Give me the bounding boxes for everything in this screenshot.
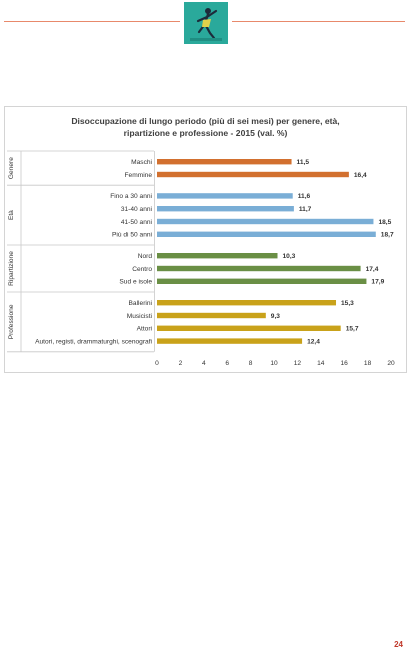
x-tick-label: 8 (249, 360, 253, 367)
value-label: 10,3 (283, 253, 296, 260)
x-tick-label: 14 (317, 360, 325, 367)
group-label: Età (8, 210, 15, 220)
category-label: Ballerini (129, 300, 153, 307)
bar-3-3 (157, 338, 303, 344)
category-label: Fino a 30 anni (110, 193, 152, 200)
category-label: Centro (132, 266, 152, 273)
value-label: 11,5 (297, 159, 310, 166)
category-label: Attori (137, 326, 153, 333)
bar-3-0 (157, 300, 337, 306)
x-tick-label: 6 (225, 360, 229, 367)
value-label: 9,3 (271, 313, 280, 320)
bar-2-0 (157, 253, 278, 259)
category-label: Autori, registi, drammaturghi, scenograf… (35, 338, 152, 345)
x-tick-label: 20 (387, 360, 395, 367)
value-label: 18,7 (381, 232, 394, 239)
category-label: Musicisti (127, 313, 153, 320)
bar-1-1 (157, 206, 294, 212)
bar-1-2 (157, 218, 374, 225)
header-rule-right (232, 21, 405, 22)
category-label: Nord (138, 253, 153, 260)
value-label: 15,7 (346, 326, 359, 333)
category-label: Più di 50 anni (112, 232, 152, 239)
value-label: 11,7 (299, 206, 312, 213)
category-label: Maschi (131, 159, 152, 166)
category-label: 41-50 anni (121, 219, 153, 226)
group-label: Ripartizione (8, 251, 15, 286)
bar-2-2 (157, 278, 367, 284)
bar-chart: Maschi 11,5 Femmine 16,4 Genere Fino a 30 ann… (7, 150, 395, 367)
value-label: 15,3 (341, 300, 354, 307)
category-label: Sud e isole (119, 279, 152, 286)
group-label: Genere (8, 157, 15, 179)
category-label: 31-40 anni (121, 206, 153, 213)
value-label: 18,5 (378, 219, 391, 226)
x-tick-label: 0 (155, 360, 159, 367)
chart-title-line2: ripartizione e professione - 2015 (val. … (123, 128, 288, 138)
x-tick-label: 10 (270, 360, 278, 367)
chart-title-line1: Disoccupazione di lungo periodo (più di … (71, 116, 340, 126)
bar-0-0 (157, 159, 292, 165)
x-tick-label: 12 (294, 360, 302, 367)
value-label: 17,9 (371, 279, 384, 286)
page-number: 24 (394, 640, 403, 649)
value-label: 11,6 (298, 193, 311, 200)
value-label: 16,4 (354, 172, 367, 179)
chart-title: Disoccupazione di lungo periodo (più di … (5, 115, 406, 139)
bar-2-1 (157, 265, 361, 272)
bar-3-2 (157, 325, 341, 331)
bar-1-3 (157, 231, 376, 237)
bar-3-1 (157, 312, 266, 319)
group-label: Professione (8, 304, 15, 339)
x-tick-label: 4 (202, 360, 206, 367)
category-label: Femmine (125, 172, 153, 179)
header-rule-left (4, 21, 180, 22)
bar-1-0 (157, 193, 293, 199)
x-tick-label: 2 (179, 360, 183, 367)
x-tick-label: 16 (341, 360, 349, 367)
chart-frame: Disoccupazione di lungo periodo (più di … (4, 106, 407, 373)
dancer-logo-icon (184, 2, 228, 44)
x-tick-label: 18 (364, 360, 372, 367)
bar-0-1 (157, 171, 349, 178)
value-label: 17,4 (366, 266, 379, 273)
value-label: 12,4 (307, 338, 320, 345)
